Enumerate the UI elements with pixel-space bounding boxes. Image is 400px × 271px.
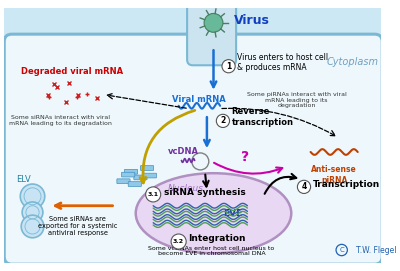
FancyBboxPatch shape	[187, 2, 236, 65]
Text: ELV: ELV	[16, 175, 30, 184]
Text: T.W. Flegel: T.W. Flegel	[356, 246, 396, 254]
FancyBboxPatch shape	[134, 175, 147, 180]
FancyBboxPatch shape	[4, 34, 382, 264]
Text: C: C	[339, 247, 344, 253]
Text: EVE: EVE	[223, 209, 242, 218]
Text: Some vcDNAs enter host cell nucleus to
become EVE in chromosomal DNA: Some vcDNAs enter host cell nucleus to b…	[148, 246, 275, 256]
Circle shape	[216, 114, 230, 127]
Text: Cytoplasm: Cytoplasm	[327, 57, 379, 67]
Circle shape	[21, 215, 44, 238]
Text: Virus: Virus	[234, 14, 270, 27]
Text: Nucleus: Nucleus	[168, 184, 204, 193]
Text: ?: ?	[240, 150, 249, 164]
FancyBboxPatch shape	[122, 172, 135, 177]
Circle shape	[222, 60, 235, 73]
Text: Anti-sense
piRNA: Anti-sense piRNA	[311, 165, 357, 185]
FancyBboxPatch shape	[124, 169, 138, 174]
Text: 1: 1	[226, 62, 231, 71]
Circle shape	[297, 180, 310, 193]
Circle shape	[204, 14, 223, 32]
Ellipse shape	[136, 173, 291, 253]
Text: Transcription: Transcription	[312, 180, 380, 189]
Circle shape	[22, 202, 43, 223]
FancyBboxPatch shape	[140, 166, 154, 170]
Circle shape	[20, 184, 45, 209]
Text: Some siRNAs interact with viral
mRNA leading to its degradation: Some siRNAs interact with viral mRNA lea…	[9, 115, 112, 126]
Circle shape	[146, 187, 161, 202]
Text: vcDNA: vcDNA	[168, 147, 199, 156]
Circle shape	[171, 234, 186, 249]
Text: 3.2: 3.2	[173, 239, 184, 244]
Text: Reverse
transcription: Reverse transcription	[232, 107, 294, 127]
Text: Some piRNAs interact with viral
mRNA leading to its
degradation: Some piRNAs interact with viral mRNA lea…	[246, 92, 346, 108]
Text: Degraded viral mRNA: Degraded viral mRNA	[21, 67, 123, 76]
Text: Viral mRNA: Viral mRNA	[172, 95, 226, 104]
FancyBboxPatch shape	[4, 8, 381, 263]
FancyBboxPatch shape	[143, 173, 156, 178]
FancyBboxPatch shape	[117, 179, 130, 183]
Text: Integration: Integration	[188, 234, 246, 243]
Text: 4: 4	[301, 182, 307, 191]
Text: Virus enters to host cell
& produces mRNA: Virus enters to host cell & produces mRN…	[237, 53, 328, 72]
Text: siRNA synthesis: siRNA synthesis	[164, 188, 245, 197]
FancyBboxPatch shape	[128, 182, 141, 186]
FancyBboxPatch shape	[4, 8, 381, 46]
Text: Some siRNAs are
exported for a systemic
antiviral response: Some siRNAs are exported for a systemic …	[38, 217, 118, 237]
Text: 2: 2	[220, 116, 226, 125]
Text: 3.1: 3.1	[148, 192, 159, 197]
